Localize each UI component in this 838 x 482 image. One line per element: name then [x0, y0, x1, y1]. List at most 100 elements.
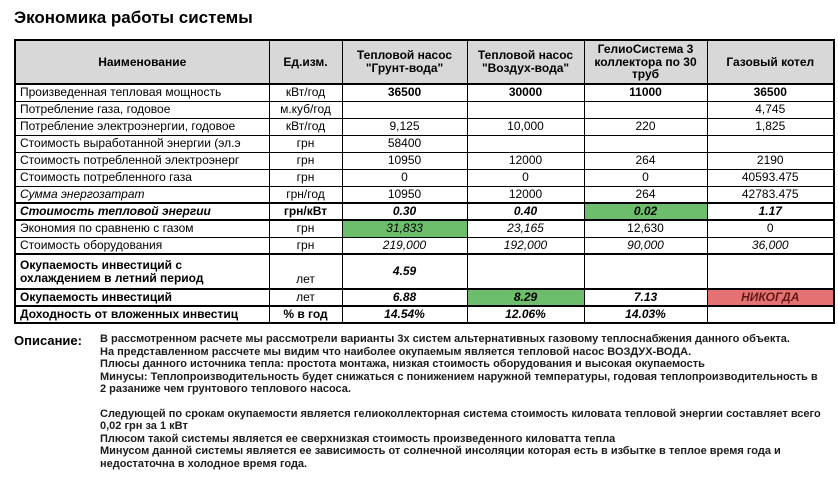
- row-name-cell: Потребление электроэнергии, годовое: [14, 117, 270, 136]
- economics-table: Наименование Ед.изм. Тепловой насос "Грунт…: [14, 39, 835, 324]
- value-cell: [466, 100, 585, 119]
- description-text: В рассмотренном расчете мы рассмотрели в…: [100, 333, 821, 482]
- value-cell: 36500: [341, 83, 468, 102]
- table-row: Экономия по сравненю с газом грн 31,833 23,…: [14, 219, 835, 238]
- value-cell: [466, 134, 585, 153]
- value-cell: 90,000: [583, 236, 708, 255]
- value-cell: 0.40: [466, 202, 585, 221]
- table-row: Потребление электроэнергии, годовое кВт/г…: [14, 117, 835, 136]
- value-cell: 9,125: [341, 117, 468, 136]
- value-cell: 12000: [466, 185, 585, 204]
- table-row: Стоимость оборудования грн 219,000 192,000 9…: [14, 236, 835, 255]
- table-header-row: Наименование Ед.изм. Тепловой насос "Грунт…: [14, 39, 835, 85]
- row-name-cell: Произведенная тепловая мощность: [14, 83, 270, 102]
- description-section: Описание: В рассмотренном расчете мы рас…: [14, 333, 833, 482]
- value-cell: [341, 100, 468, 119]
- value-cell: [583, 253, 708, 290]
- value-cell: 4,745: [706, 100, 835, 119]
- value-cell: 1.17: [706, 202, 835, 221]
- column-header-gas-boiler: Газовый котел: [706, 39, 835, 85]
- table-row: Произведенная тепловая мощность кВт/год 36…: [14, 83, 835, 102]
- value-cell: 220: [583, 117, 708, 136]
- table-row: Окупаемость инвестиций с охлаждением в л…: [14, 253, 835, 290]
- value-cell: 36,000: [706, 236, 835, 255]
- table-header: Наименование Ед.изм. Тепловой насос "Грунт…: [14, 39, 835, 85]
- table-body: Произведенная тепловая мощность кВт/год 36…: [14, 83, 835, 324]
- row-name-cell: Стоимость тепловой энергии: [14, 202, 270, 221]
- value-cell: 0: [706, 219, 835, 238]
- row-name-cell: Доходность от вложенных инвестиц: [14, 305, 270, 324]
- value-cell: 11000: [583, 83, 708, 102]
- value-cell: [706, 305, 835, 324]
- unit-cell: % в год: [268, 305, 343, 324]
- value-cell: [466, 253, 585, 290]
- column-header-hp-air: Тепловой насос "Воздух-вода": [466, 39, 585, 85]
- value-cell: 264: [583, 151, 708, 170]
- row-name-cell: Сумма энергозатрат: [14, 185, 270, 204]
- value-cell: 14.54%: [341, 305, 468, 324]
- unit-cell: лет: [268, 288, 343, 307]
- column-header-hp-ground: Тепловой насос "Грунт-вода": [341, 39, 468, 85]
- value-cell: 0: [466, 168, 585, 187]
- value-cell: [583, 134, 708, 153]
- unit-cell: грн: [268, 151, 343, 170]
- description-paragraph: В рассмотренном расчете мы рассмотрели в…: [100, 333, 818, 396]
- unit-cell: кВт/год: [268, 117, 343, 136]
- unit-cell: грн/кВт: [268, 202, 343, 221]
- description-label: Описание:: [14, 333, 82, 348]
- value-cell: [706, 253, 835, 290]
- table-row: Окупаемость инвестиций лет 6.88 8.29 7.13 НИК…: [14, 288, 835, 307]
- page-title: Экономика работы системы: [14, 8, 253, 27]
- unit-cell: лет: [268, 253, 343, 290]
- value-cell: 219,000: [341, 236, 468, 255]
- row-name-cell: Стоимость потребленной электроэнерг: [14, 151, 270, 170]
- value-cell: 30000: [466, 83, 585, 102]
- value-cell: 36500: [706, 83, 835, 102]
- unit-cell: грн: [268, 236, 343, 255]
- table-row: Сумма энергозатрат грн/год 10950 12000 264 42…: [14, 185, 835, 204]
- value-cell: 2190: [706, 151, 835, 170]
- value-cell: 1,825: [706, 117, 835, 136]
- value-cell: 12,630: [583, 219, 708, 238]
- row-name-cell: Окупаемость инвестиций: [14, 288, 270, 307]
- row-name-cell: Стоимость оборудования: [14, 236, 270, 255]
- value-cell: 0: [341, 168, 468, 187]
- unit-cell: грн: [268, 134, 343, 153]
- column-header-name: Наименование: [14, 39, 270, 85]
- value-cell: 14.03%: [583, 305, 708, 324]
- value-cell: 23,165: [466, 219, 585, 238]
- value-cell: [706, 134, 835, 153]
- value-cell: [583, 100, 708, 119]
- unit-cell: кВт/год: [268, 83, 343, 102]
- value-cell: 192,000: [466, 236, 585, 255]
- table-row: Потребление газа, годовое м.куб/год 4,745: [14, 100, 835, 119]
- table-row: Стоимость тепловой энергии грн/кВт 0.30 0.4…: [14, 202, 835, 221]
- value-cell: 10,000: [466, 117, 585, 136]
- unit-cell: грн: [268, 168, 343, 187]
- row-name-cell: Потребление газа, годовое: [14, 100, 270, 119]
- table-row: Стоимость потребленной электроэнерг грн 10…: [14, 151, 835, 170]
- value-cell: 42783.475: [706, 185, 835, 204]
- column-header-helio: ГелиоСистема 3 коллектора по 30 труб: [583, 39, 708, 85]
- table-row: Стоимость потребленного газа грн 0 0 0 40593.…: [14, 168, 835, 187]
- value-cell: 10950: [341, 151, 468, 170]
- value-cell: НИКОГДА: [706, 288, 835, 307]
- value-cell: 10950: [341, 185, 468, 204]
- table-row: Доходность от вложенных инвестиц% в год 1…: [14, 305, 835, 324]
- row-name-cell: Окупаемость инвестиций с охлаждением в л…: [14, 253, 270, 290]
- value-cell: 0: [583, 168, 708, 187]
- row-name-cell: Экономия по сравненю с газом: [14, 219, 270, 238]
- description-paragraph: Следующей по срокам окупаемости является…: [100, 407, 821, 470]
- value-cell: 6.88: [341, 288, 468, 307]
- value-cell: 0.30: [341, 202, 468, 221]
- row-name-cell: Стоимость потребленного газа: [14, 168, 270, 187]
- value-cell: 7.13: [583, 288, 708, 307]
- table-row: Стоимость выработанной энергии (эл.э грн 5…: [14, 134, 835, 153]
- unit-cell: грн/год: [268, 185, 343, 204]
- value-cell: 4.59: [341, 253, 468, 290]
- value-cell: 0.02: [583, 202, 708, 221]
- value-cell: 31,833: [341, 219, 468, 238]
- value-cell: 264: [583, 185, 708, 204]
- column-header-unit: Ед.изм.: [268, 39, 343, 85]
- value-cell: 12.06%: [466, 305, 585, 324]
